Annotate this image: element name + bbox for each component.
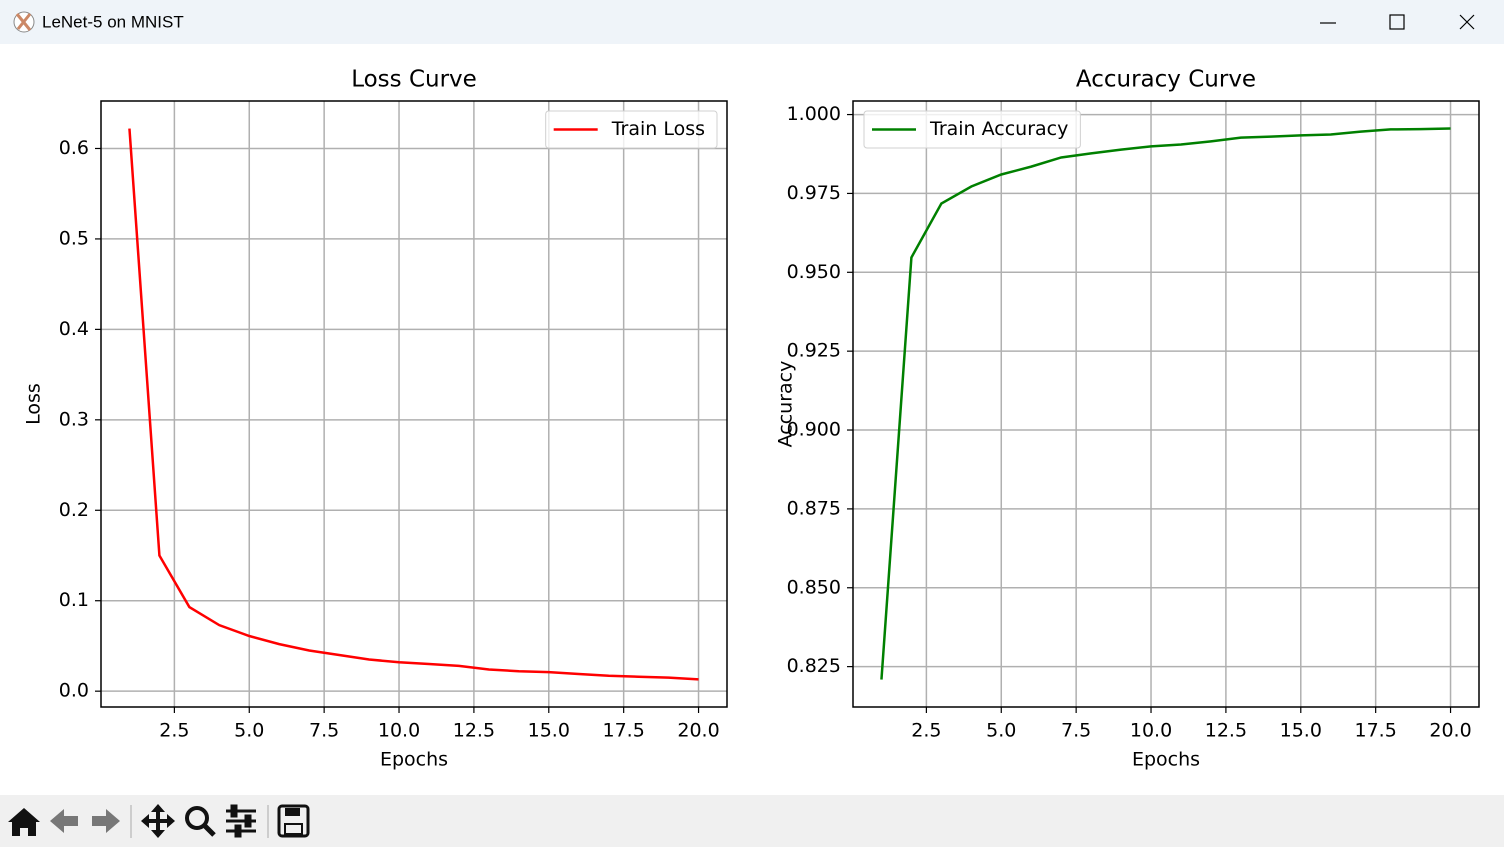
y-tick-label: 0.975 <box>787 182 841 204</box>
window-title: LeNet-5 on MNIST <box>42 12 184 31</box>
legend: Train Accuracy <box>863 110 1081 149</box>
y-axis-label: Loss <box>23 383 45 425</box>
x-tick-label: 5.0 <box>986 720 1016 742</box>
app-icon <box>13 11 35 33</box>
x-tick-label: 17.5 <box>1355 720 1397 742</box>
y-tick-label: 0.6 <box>59 137 89 159</box>
legend-label: Train Loss <box>611 118 705 140</box>
forward-button[interactable] <box>92 809 120 833</box>
y-axis-label: Accuracy <box>775 361 797 448</box>
plot-frame <box>100 100 728 708</box>
y-tick-label: 0.2 <box>59 499 89 521</box>
plot-frame <box>852 100 1480 708</box>
y-tick-label: 1.000 <box>787 103 841 125</box>
y-tick-label: 0.4 <box>59 318 89 340</box>
x-tick-label: 7.5 <box>309 720 339 742</box>
x-tick-label: 12.5 <box>1205 720 1247 742</box>
y-tick-label: 0.875 <box>787 497 841 519</box>
x-tick-label: 5.0 <box>234 720 264 742</box>
x-tick-label: 12.5 <box>453 720 495 742</box>
legend-box <box>545 110 718 149</box>
title-bar <box>0 0 1504 44</box>
y-tick-label: 0.950 <box>787 261 841 283</box>
y-tick-label: 0.0 <box>59 680 89 702</box>
x-tick-label: 15.0 <box>528 720 570 742</box>
legend-label: Train Accuracy <box>929 118 1068 140</box>
data-line <box>880 127 1451 680</box>
y-tick-label: 0.900 <box>787 419 841 441</box>
toolbar-icons <box>8 804 310 838</box>
y-tick-label: 0.5 <box>59 227 89 249</box>
x-tick-label: 2.5 <box>159 720 189 742</box>
pan-button[interactable] <box>141 804 175 838</box>
x-tick-label: 7.5 <box>1061 720 1091 742</box>
chart-title: Loss Curve <box>351 67 477 93</box>
x-tick-label: 20.0 <box>677 720 719 742</box>
x-tick-label: 2.5 <box>911 720 941 742</box>
x-tick-label: 10.0 <box>1130 720 1172 742</box>
save-button[interactable] <box>277 804 310 838</box>
legend: Train Loss <box>545 110 718 149</box>
x-axis-label: Epochs <box>1132 749 1200 771</box>
y-tick-label: 0.850 <box>787 576 841 598</box>
zoom-button[interactable] <box>185 806 216 837</box>
maximize-button[interactable] <box>1389 14 1405 30</box>
x-tick-label: 20.0 <box>1429 720 1471 742</box>
toolbar <box>0 795 1504 847</box>
x-tick-label: 10.0 <box>378 720 420 742</box>
y-tick-label: 0.1 <box>59 589 89 611</box>
data-line <box>128 128 699 681</box>
y-tick-label: 0.3 <box>59 408 89 430</box>
chart-title: Accuracy Curve <box>1076 67 1256 93</box>
y-tick-label: 0.925 <box>787 340 841 362</box>
x-axis-label: Epochs <box>380 749 448 771</box>
close-button[interactable] <box>1459 14 1475 30</box>
configure-button[interactable] <box>226 804 256 838</box>
legend-box <box>863 110 1081 149</box>
y-tick-label: 0.825 <box>787 655 841 677</box>
x-tick-label: 17.5 <box>603 720 645 742</box>
x-tick-label: 15.0 <box>1280 720 1322 742</box>
back-button[interactable] <box>50 809 78 833</box>
home-button[interactable] <box>8 808 40 836</box>
